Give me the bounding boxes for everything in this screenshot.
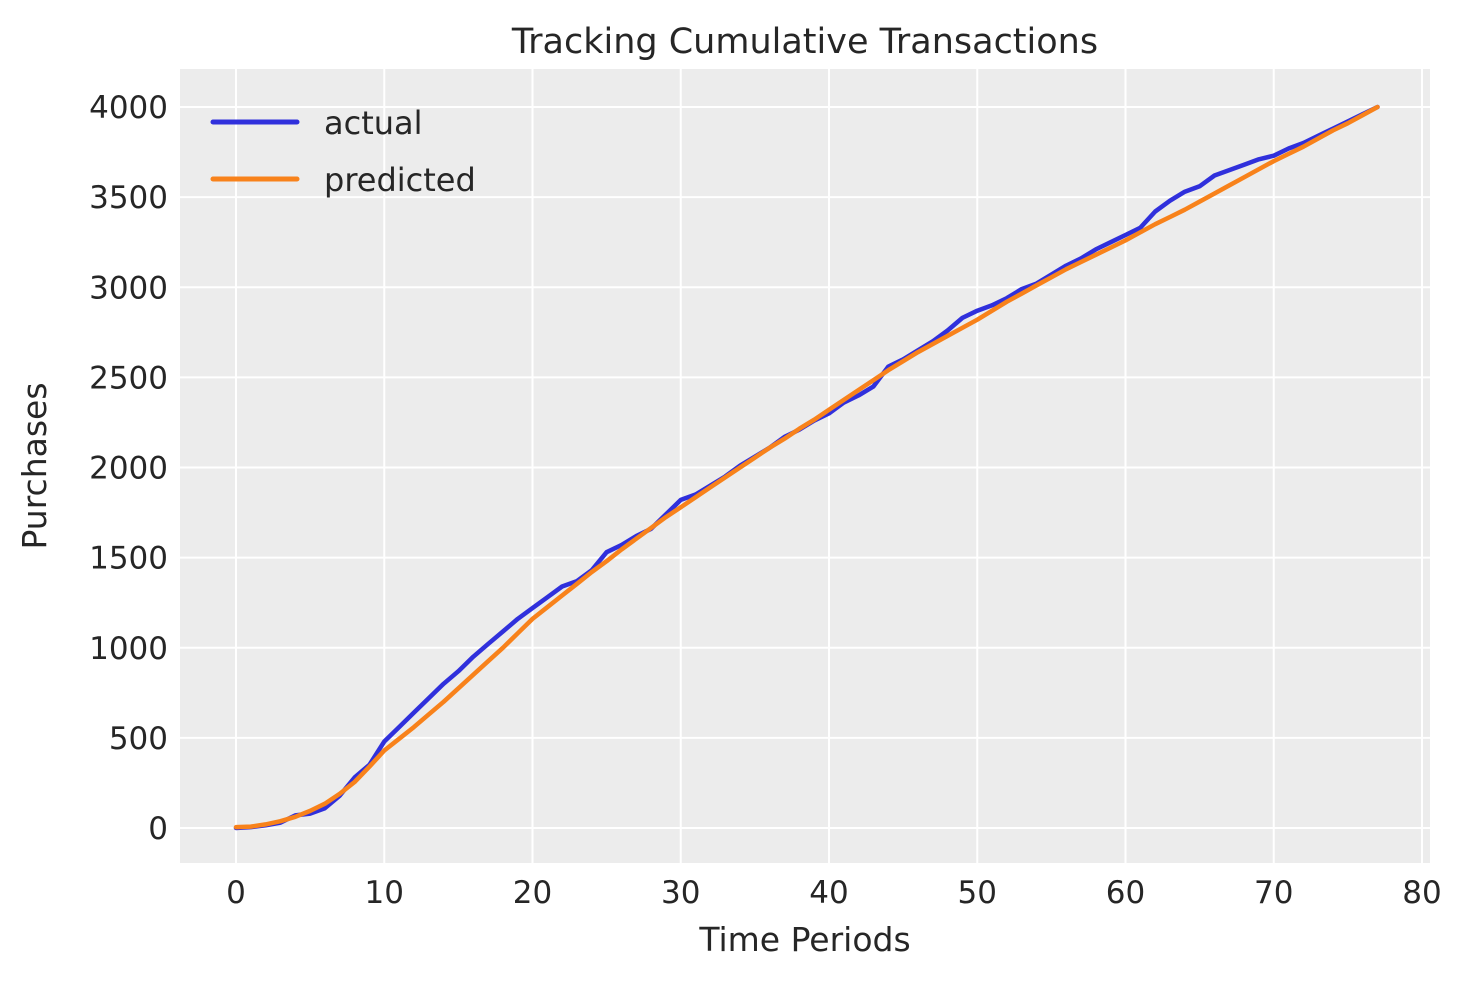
legend-entry-actual: actual bbox=[210, 104, 423, 142]
y-axis-label: Purchases bbox=[15, 382, 54, 549]
legend: actual predicted bbox=[210, 104, 476, 199]
x-tick-label: 10 bbox=[365, 875, 404, 911]
y-tick-label: 3000 bbox=[89, 270, 168, 306]
x-tick-label: 80 bbox=[1402, 875, 1441, 911]
series-lines bbox=[233, 104, 1380, 831]
y-tick-label: 3500 bbox=[89, 180, 168, 216]
y-tick-label: 1500 bbox=[89, 541, 168, 577]
x-tick-label: 20 bbox=[513, 875, 552, 911]
y-tick-label: 2500 bbox=[89, 360, 168, 396]
legend-label-actual: actual bbox=[324, 104, 423, 142]
legend-label-predicted: predicted bbox=[324, 161, 476, 199]
x-tick-label: 70 bbox=[1254, 875, 1293, 911]
y-tick-label: 0 bbox=[148, 811, 168, 847]
grid-lines bbox=[180, 69, 1430, 863]
x-tick-label: 60 bbox=[1106, 875, 1145, 911]
chart-title: Tracking Cumulative Transactions bbox=[511, 22, 1098, 62]
legend-entry-predicted: predicted bbox=[210, 161, 476, 199]
y-tick-labels: 0 500 1000 1500 2000 2500 3000 3500 4000 bbox=[89, 90, 168, 847]
x-tick-label: 50 bbox=[958, 875, 997, 911]
y-tick-label: 500 bbox=[109, 721, 168, 757]
x-tick-label: 0 bbox=[226, 875, 246, 911]
x-axis-label: Time Periods bbox=[698, 920, 910, 959]
x-tick-label: 30 bbox=[661, 875, 700, 911]
predicted-line bbox=[233, 104, 1380, 830]
y-tick-label: 1000 bbox=[89, 631, 168, 667]
y-tick-label: 4000 bbox=[89, 90, 168, 126]
plot-background bbox=[180, 69, 1430, 863]
x-tick-label: 40 bbox=[809, 875, 848, 911]
y-tick-label: 2000 bbox=[89, 451, 168, 487]
x-tick-labels: 0 10 20 30 40 50 60 70 80 bbox=[226, 875, 1442, 911]
